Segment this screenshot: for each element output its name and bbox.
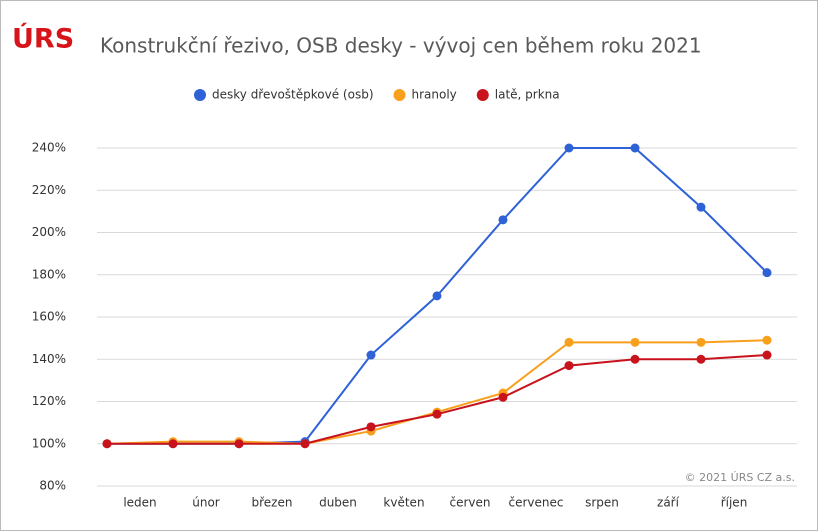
y-tick-label: 80% <box>39 479 66 493</box>
y-tick-label: 240% <box>32 141 66 155</box>
data-point <box>762 335 772 345</box>
copyright: © 2021 ÚRS CZ a.s. <box>685 471 795 484</box>
x-tick-label: říjen <box>721 496 748 510</box>
data-point <box>300 439 310 449</box>
y-tick-label: 160% <box>32 310 66 324</box>
data-point <box>564 337 574 347</box>
data-point <box>762 350 772 360</box>
data-point <box>432 409 442 419</box>
data-point <box>564 143 574 153</box>
x-tick-label: únor <box>192 496 220 510</box>
data-point <box>234 439 244 449</box>
data-point <box>366 422 376 432</box>
logo: ÚRS <box>12 23 74 55</box>
data-point <box>762 268 772 278</box>
x-tick-label: září <box>657 496 680 510</box>
y-tick-label: 120% <box>32 394 66 408</box>
y-tick-label: 140% <box>32 352 66 366</box>
y-tick-label: 100% <box>32 436 66 450</box>
data-point <box>630 143 640 153</box>
x-tick-label: červenec <box>509 496 564 510</box>
legend-label: latě, prkna <box>495 88 560 102</box>
x-tick-label: červen <box>449 496 490 510</box>
x-tick-label: květen <box>383 496 424 510</box>
data-point <box>498 215 508 225</box>
data-point <box>366 350 376 360</box>
data-point <box>564 361 574 371</box>
y-tick-label: 220% <box>32 183 66 197</box>
data-point <box>630 337 640 347</box>
data-point <box>498 392 508 402</box>
data-point <box>630 354 640 364</box>
x-tick-label: leden <box>123 496 156 510</box>
x-tick-label: srpen <box>585 496 619 510</box>
data-point <box>696 354 706 364</box>
data-point <box>432 291 442 301</box>
chart-title: Konstrukční řezivo, OSB desky - vývoj ce… <box>100 34 702 58</box>
legend-label: desky dřevoštěpkové (osb) <box>212 88 374 102</box>
data-point <box>168 439 178 449</box>
x-tick-label: březen <box>252 496 293 510</box>
data-point <box>696 202 706 212</box>
x-tick-label: duben <box>319 496 357 510</box>
legend-label: hranoly <box>412 88 457 102</box>
legend-marker <box>194 89 206 101</box>
data-point <box>696 337 706 347</box>
y-tick-label: 180% <box>32 267 66 281</box>
y-tick-label: 200% <box>32 225 66 239</box>
legend-marker <box>393 89 406 101</box>
legend-marker <box>476 89 489 101</box>
data-point <box>102 439 112 449</box>
